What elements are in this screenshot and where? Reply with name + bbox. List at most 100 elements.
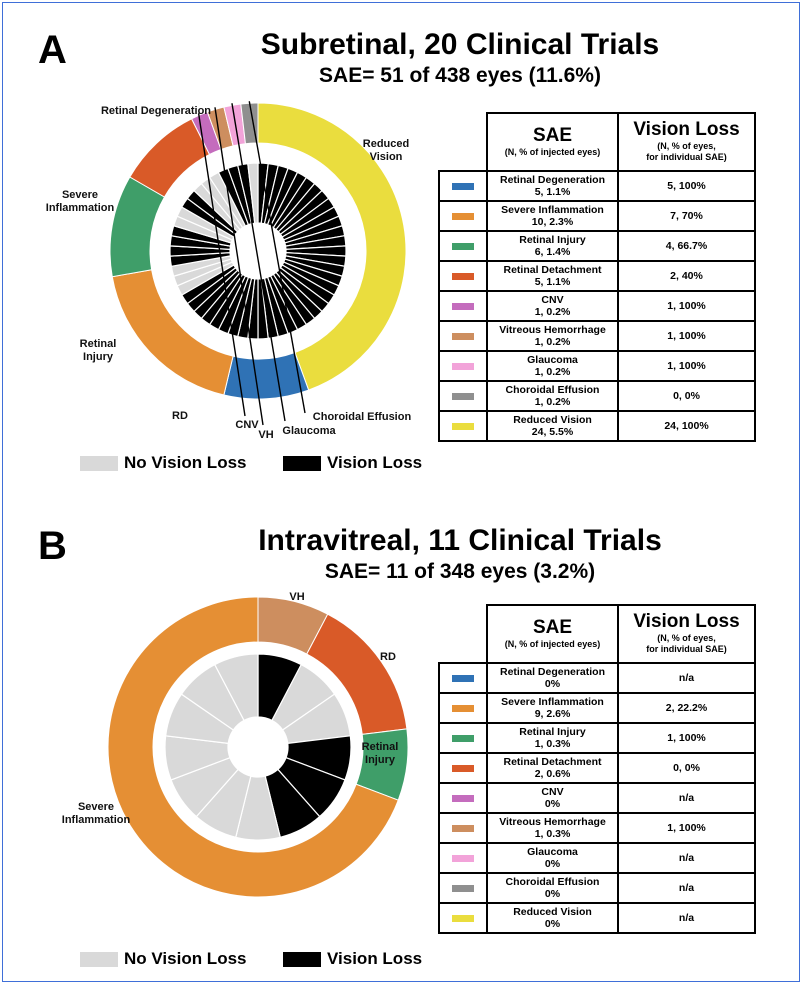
color-swatch [452, 302, 474, 310]
row-vision-loss: 1, 100% [617, 290, 756, 322]
row-color-key [438, 290, 488, 322]
sae-name: CNV [541, 786, 564, 798]
row-vision-loss: 0, 0% [617, 752, 756, 784]
sae-name: Reduced Vision [513, 906, 592, 918]
sae-count: 0% [544, 798, 561, 810]
color-swatch [452, 674, 474, 682]
sae-name: Retinal Degeneration [499, 174, 606, 186]
table-row: Glaucoma 1, 0.2% 1, 100% [438, 350, 756, 382]
donut-label-choroidal-effusion: Choroidal Effusion [313, 411, 412, 423]
panel-letter: B [38, 524, 67, 568]
legend-swatch [80, 455, 118, 471]
row-color-key [438, 902, 488, 934]
donut-label-rd: RD [380, 651, 396, 663]
sae-name: Retinal Degeneration [499, 666, 606, 678]
row-vision-loss: 4, 66.7% [617, 230, 756, 262]
sae-count: 10, 2.3% [531, 216, 574, 228]
outer-slice-severe-inflammation [107, 596, 399, 898]
row-sae: Retinal Detachment 2, 0.6% [486, 752, 619, 784]
row-sae: Glaucoma 0% [486, 842, 619, 874]
sae-count: 1, 0.3% [534, 738, 571, 750]
sae-count: 0% [544, 858, 561, 870]
row-vision-loss: n/a [617, 782, 756, 814]
row-color-key [438, 722, 488, 754]
row-sae: Reduced Vision 24, 5.5% [486, 410, 619, 442]
panel-title: Intravitreal, 11 Clinical Trials [258, 524, 662, 557]
legend-vision-loss: Vision Loss [283, 949, 422, 969]
row-vision-loss: 2, 40% [617, 260, 756, 292]
color-swatch [452, 392, 474, 400]
header-title: SAE [532, 616, 573, 638]
table-row: Retinal Detachment 5, 1.1% 2, 40% [438, 260, 756, 292]
panel-b: B Intravitreal, 11 Clinical Trials SAE= … [0, 496, 804, 986]
color-swatch [452, 182, 474, 190]
row-color-key [438, 752, 488, 784]
header-title: Vision Loss [633, 119, 740, 140]
color-swatch [452, 824, 474, 832]
sae-name: Retinal Detachment [503, 264, 602, 276]
row-color-key [438, 872, 488, 904]
sae-count: 24, 5.5% [531, 426, 574, 438]
table-row: Retinal Injury 6, 1.4% 4, 66.7% [438, 230, 756, 262]
color-swatch [452, 332, 474, 340]
legend-no-vision-loss: No Vision Loss [80, 949, 247, 969]
table-row: Retinal Degeneration 0% n/a [438, 662, 756, 694]
row-vision-loss: n/a [617, 872, 756, 904]
legend-label: Vision Loss [327, 949, 423, 968]
row-sae: Severe Inflammation 10, 2.3% [486, 200, 619, 232]
row-color-key [438, 662, 488, 694]
row-color-key [438, 260, 488, 292]
donut-label-retinal-injury: Retinal Injury [80, 338, 117, 363]
sae-count: 9, 2.6% [534, 708, 571, 720]
panel-subtitle: SAE= 51 of 438 eyes (11.6%) [319, 64, 601, 87]
table-header-sae: SAE (N, % of injected eyes) [486, 604, 619, 664]
header-subtitle: for individual SAE) [646, 152, 727, 162]
row-vision-loss: 24, 100% [617, 410, 756, 442]
row-color-key [438, 170, 488, 202]
row-sae: Retinal Detachment 5, 1.1% [486, 260, 619, 292]
header-title: SAE [532, 124, 573, 146]
legend-label: Vision Loss [327, 453, 423, 472]
table-row: Choroidal Effusion 0% n/a [438, 872, 756, 904]
sae-count: 6, 1.4% [534, 246, 571, 258]
header-title: Vision Loss [633, 611, 740, 632]
sae-name: Severe Inflammation [501, 696, 604, 708]
sae-name: Choroidal Effusion [505, 384, 600, 396]
row-vision-loss: n/a [617, 662, 756, 694]
sae-name: CNV [541, 294, 564, 306]
row-vision-loss: 2, 22.2% [617, 692, 756, 724]
sae-name: Glaucoma [527, 846, 578, 858]
color-swatch [452, 854, 474, 862]
table-row: CNV 0% n/a [438, 782, 756, 814]
inner-slice-choroidal-effusion-no-vision-loss [247, 162, 259, 224]
sae-count: 1, 0.2% [534, 336, 571, 348]
sae-count: 1, 0.2% [534, 306, 571, 318]
color-swatch [452, 884, 474, 892]
table-row: CNV 1, 0.2% 1, 100% [438, 290, 756, 322]
header-subtitle: (N, % of injected eyes) [504, 146, 601, 157]
legend-swatch [283, 951, 321, 967]
sae-name: Severe Inflammation [501, 204, 604, 216]
color-swatch [452, 704, 474, 712]
header-subtitle: (N, % of injected eyes) [504, 638, 601, 649]
inner-slice-severe-inflammation-no-vision-loss [213, 653, 259, 722]
table-header-vision-loss: Vision Loss (N, % of eyes, for individual … [617, 112, 756, 172]
row-sae: Retinal Degeneration 5, 1.1% [486, 170, 619, 202]
row-sae: Retinal Injury 6, 1.4% [486, 230, 619, 262]
table-row: Retinal Detachment 2, 0.6% 0, 0% [438, 752, 756, 784]
sae-name: Glaucoma [527, 354, 578, 366]
sae-count: 1, 0.2% [534, 396, 571, 408]
row-color-key [438, 692, 488, 724]
header-subtitle: for individual SAE) [646, 644, 727, 654]
legend-swatch [283, 455, 321, 471]
legend-swatch [80, 951, 118, 967]
row-sae: Choroidal Effusion 0% [486, 872, 619, 904]
row-sae: CNV 0% [486, 782, 619, 814]
row-vision-loss: n/a [617, 902, 756, 934]
color-swatch [452, 272, 474, 280]
table-row: Vitreous Hemorrhage 1, 0.3% 1, 100% [438, 812, 756, 844]
leader-line [248, 101, 306, 414]
row-color-key [438, 230, 488, 262]
table-header-row: SAE (N, % of injected eyes) Vision Loss (N,… [439, 604, 756, 664]
row-color-key [438, 410, 488, 442]
